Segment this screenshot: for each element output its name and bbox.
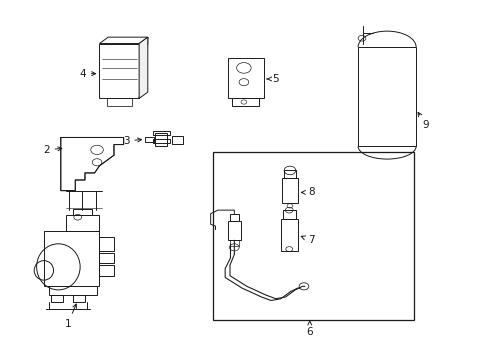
Bar [229,214,239,221]
Text: 4: 4 [79,69,96,79]
Bar [172,136,182,144]
Bar [229,240,239,246]
Bar [51,295,63,302]
Text: 8: 8 [301,188,314,197]
Polygon shape [99,37,147,44]
Bar [106,99,132,106]
Bar [155,133,167,146]
Bar [44,231,99,286]
Bar [232,99,259,105]
Bar [152,131,169,135]
Bar [280,219,297,251]
Bar [213,152,413,320]
Bar [227,58,264,99]
Bar [99,237,114,251]
Text: 3: 3 [122,136,141,146]
Bar [282,210,295,219]
Bar [152,139,169,144]
Bar [99,44,139,99]
Bar [73,295,85,302]
Text: 9: 9 [417,112,428,130]
Text: 6: 6 [306,321,312,337]
Text: 2: 2 [43,145,61,155]
Bar [49,286,97,295]
Bar [65,215,99,231]
Bar [282,178,297,203]
Text: 5: 5 [266,74,279,84]
Bar [99,253,114,263]
Bar [145,137,154,142]
Bar [99,265,114,276]
Bar [73,209,92,215]
Text: 1: 1 [64,304,76,329]
Polygon shape [139,37,147,99]
Polygon shape [139,37,147,99]
Bar [357,47,415,146]
Polygon shape [61,138,123,191]
Bar [284,170,295,178]
Text: 7: 7 [301,235,314,245]
Bar [227,221,241,240]
